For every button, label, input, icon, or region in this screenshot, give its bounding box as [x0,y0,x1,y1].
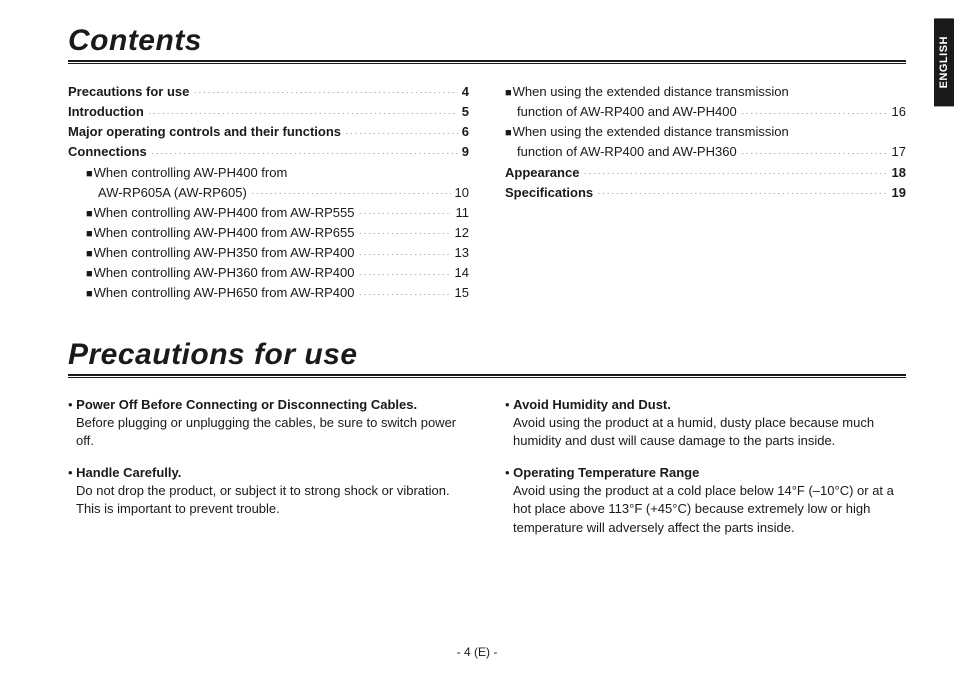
toc-page-number: 14 [455,263,469,283]
toc-page-number: 9 [462,142,469,162]
precaution-item: • Operating Temperature Range Avoid using… [505,464,906,537]
toc-page-number: 12 [455,223,469,243]
precautions-column-right: • Avoid Humidity and Dust. Avoid using th… [505,396,906,551]
page-number: - 4 (E) - [0,645,954,659]
toc-leader [251,181,451,194]
precaution-body: Do not drop the product, or subject it t… [68,482,469,518]
bullet-dot-icon: • [68,397,76,412]
toc-leader [583,161,887,174]
precaution-body: Avoid using the product at a humid, dust… [505,414,906,450]
precautions-column-left: • Power Off Before Connecting or Disconn… [68,396,469,551]
toc-leader [359,242,451,255]
precaution-item: • Avoid Humidity and Dust. Avoid using th… [505,396,906,451]
toc-page-number: 18 [892,163,906,183]
toc-label: Major operating controls and their funct… [68,122,341,142]
toc-leader [359,262,451,275]
toc-label: When controlling AW-PH360 from AW-RP400 [94,263,355,283]
toc-leader [345,121,458,134]
toc-label: When controlling AW-PH400 from AW-RP555 [94,203,355,223]
precaution-item: • Power Off Before Connecting or Disconn… [68,396,469,451]
toc-leader [193,80,457,93]
heading-underline [68,63,906,64]
toc-entry: ■When controlling AW-PH400 from AW-RP555… [68,203,469,223]
toc-page-number: 19 [892,183,906,203]
toc-label: function of AW-RP400 and AW-PH400 [517,102,737,122]
bullet-dot-icon: • [68,465,76,480]
toc-entry: Major operating controls and their funct… [68,122,469,142]
bullet-dot-icon: • [505,397,513,412]
toc-column-right: ■When using the extended distance transm… [505,82,906,304]
toc-entry: ■When controlling AW-PH400 fromAW-RP605A… [68,163,469,203]
square-bullet-icon: ■ [505,85,512,102]
precaution-heading: Power Off Before Connecting or Disconnec… [76,397,417,412]
toc-label: When using the extended distance transmi… [513,82,789,102]
toc-label: Specifications [505,183,593,203]
toc-leader [359,282,451,295]
toc-page-number: 13 [455,243,469,263]
square-bullet-icon: ■ [86,286,93,303]
toc-entry: ■When controlling AW-PH360 from AW-RP400… [68,263,469,283]
toc-leader [597,181,887,194]
square-bullet-icon: ■ [86,166,93,183]
toc-leader [359,221,451,234]
bullet-dot-icon: • [505,465,513,480]
toc-entry: Appearance 18 [505,163,906,183]
precautions-columns: • Power Off Before Connecting or Disconn… [68,396,906,551]
toc-entry: Specifications 19 [505,183,906,203]
toc-page-number: 15 [455,283,469,303]
precaution-heading: Operating Temperature Range [513,465,699,480]
precaution-body: Avoid using the product at a cold place … [505,482,906,537]
manual-page: ENGLISH Contents Precautions for use4Int… [0,0,954,673]
toc-label: Introduction [68,102,144,122]
toc-entry: ■When controlling AW-PH650 from AW-RP400… [68,283,469,303]
toc-page-number: 4 [462,82,469,102]
toc-page-number: 17 [892,142,906,162]
toc-page-number: 16 [892,102,906,122]
toc-label: AW-RP605A (AW-RP605) [98,183,247,203]
precaution-item: • Handle Carefully. Do not drop the produ… [68,464,469,519]
toc-page-number: 11 [456,203,470,223]
square-bullet-icon: ■ [86,206,93,223]
toc-label: When controlling AW-PH350 from AW-RP400 [94,243,355,263]
toc-page-number: 10 [455,183,469,203]
toc-label: When controlling AW-PH400 from [94,163,288,183]
toc-entry: Connections 9 [68,142,469,162]
toc-entry: ■When controlling AW-PH400 from AW-RP655… [68,223,469,243]
toc-column-left: Precautions for use 4 Introduction 5 Major o… [68,82,469,304]
toc-label: function of AW-RP400 and AW-PH360 [517,142,737,162]
precaution-body: Before plugging or unplugging the cables… [68,414,469,450]
toc-columns: Precautions for use 4 Introduction 5 Major o… [68,82,906,304]
toc-entry: Precautions for use 4 [68,82,469,102]
toc-label: Appearance [505,163,579,183]
square-bullet-icon: ■ [86,246,93,263]
square-bullet-icon: ■ [86,266,93,283]
toc-leader [151,141,458,154]
toc-label: When using the extended distance transmi… [513,122,789,142]
toc-leader [359,201,452,214]
toc-entry: Introduction 5 [68,102,469,122]
toc-entry: ■When controlling AW-PH350 from AW-RP400… [68,243,469,263]
toc-label: When controlling AW-PH400 from AW-RP655 [94,223,355,243]
toc-entry: ■When using the extended distance transm… [505,122,906,162]
toc-leader [741,141,888,154]
toc-leader [148,101,458,114]
precautions-heading: Precautions for use [68,338,906,376]
square-bullet-icon: ■ [505,125,512,142]
heading-underline [68,377,906,378]
toc-label: Connections [68,142,147,162]
toc-label: When controlling AW-PH650 from AW-RP400 [94,283,355,303]
square-bullet-icon: ■ [86,226,93,243]
toc-page-number: 5 [462,102,469,122]
precautions-block: Precautions for use • Power Off Before C… [68,338,906,551]
toc-leader [741,101,888,114]
toc-entry: ■When using the extended distance transm… [505,82,906,122]
precaution-heading: Avoid Humidity and Dust. [513,397,671,412]
toc-page-number: 6 [462,122,469,142]
contents-heading: Contents [68,24,906,62]
language-tab: ENGLISH [934,18,954,106]
precaution-heading: Handle Carefully. [76,465,181,480]
toc-label: Precautions for use [68,82,189,102]
